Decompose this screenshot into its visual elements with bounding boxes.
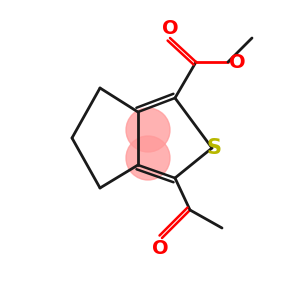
Circle shape	[126, 136, 170, 180]
Text: O: O	[229, 52, 245, 71]
Text: O: O	[162, 19, 178, 38]
Circle shape	[126, 108, 170, 152]
Text: O: O	[152, 239, 168, 259]
Text: S: S	[206, 138, 221, 158]
